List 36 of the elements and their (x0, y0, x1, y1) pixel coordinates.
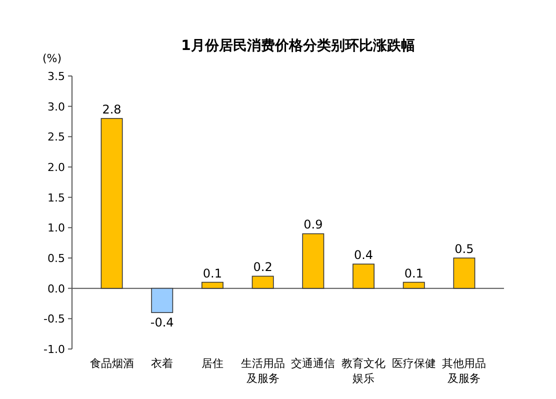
y-tick-label: 3.5 (48, 70, 65, 83)
bar (100, 118, 123, 289)
y-axis-title: (%) (42, 52, 62, 65)
bar (453, 258, 476, 289)
data-label: 0.1 (202, 266, 222, 280)
bar (252, 276, 274, 289)
data-label: 2.8 (102, 102, 122, 116)
x-tick-label: 医疗保健 (392, 357, 436, 370)
y-tick-label: 1.5 (48, 191, 65, 204)
y-tick-label: -1.0 (44, 343, 65, 356)
bar (151, 288, 174, 313)
x-tick-label: 衣着 (151, 357, 174, 370)
x-tick-label: 生活用品及服务 (240, 357, 285, 385)
data-label: 0.1 (404, 266, 424, 280)
data-label: 0.2 (253, 260, 272, 274)
bar (402, 282, 425, 289)
x-tick-label: 居住 (201, 357, 224, 370)
y-tick-label: 3.0 (48, 100, 65, 114)
data-label: 0.9 (304, 218, 323, 232)
y-tick-label: 2.5 (48, 130, 65, 144)
bar (302, 233, 324, 289)
y-tick-label: 0.0 (48, 282, 65, 296)
x-tick-label: 教育文化娱乐 (342, 357, 386, 385)
x-tick-label: 食品烟酒 (90, 357, 134, 370)
bar (352, 264, 374, 289)
y-tick-label: -0.5 (44, 312, 65, 326)
data-label: 0.4 (354, 248, 374, 262)
data-label: -0.4 (150, 316, 174, 330)
data-label: 0.5 (454, 242, 474, 256)
y-tick-label: 2.0 (48, 161, 65, 174)
bar (202, 282, 224, 289)
x-tick-label: 其他用品及服务 (442, 357, 486, 385)
x-tick-label: 交通通信 (291, 357, 336, 370)
y-tick-label: 0.5 (48, 252, 65, 265)
y-tick-label: 1.0 (48, 222, 65, 235)
chart-title: 1月份居民消费价格分类别环比涨跌幅 (181, 38, 415, 54)
